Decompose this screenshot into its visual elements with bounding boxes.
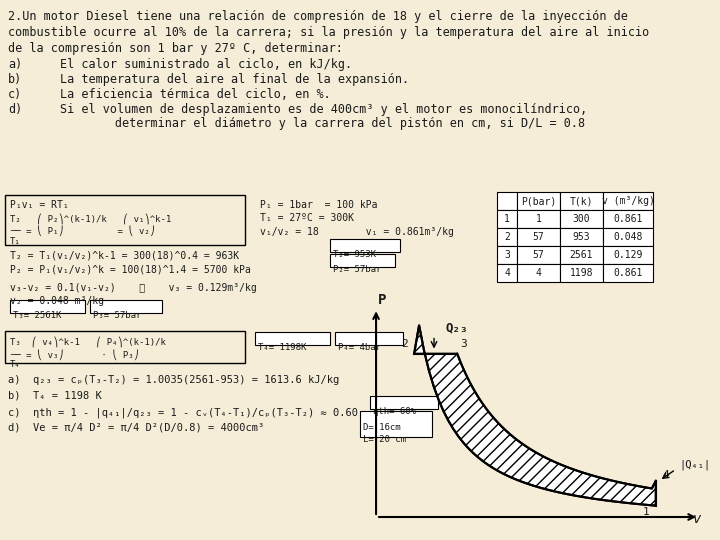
Text: T₃= 2561K: T₃= 2561K [13, 311, 61, 320]
Text: combustible ocurre al 10% de la carrera; si la presión y la temperatura del aire: combustible ocurre al 10% de la carrera;… [8, 26, 649, 39]
Text: 3: 3 [504, 250, 510, 260]
Text: La eficiencia térmica del ciclo, en %.: La eficiencia térmica del ciclo, en %. [60, 88, 330, 101]
Text: T(k): T(k) [570, 196, 593, 206]
Text: 4: 4 [504, 268, 510, 278]
Text: T₁: T₁ [10, 237, 21, 246]
Text: 0.048: 0.048 [613, 232, 643, 242]
Text: 0.861: 0.861 [613, 214, 643, 224]
Text: 1: 1 [536, 214, 541, 224]
Text: 1: 1 [643, 507, 649, 517]
Text: P: P [378, 293, 386, 307]
Text: a): a) [8, 58, 22, 71]
Bar [560, 228, 603, 246]
Bar [517, 192, 560, 210]
Text: P₃= 57bar: P₃= 57bar [93, 311, 141, 320]
Text: 2: 2 [401, 339, 408, 349]
Text: ── = ⎝ v₃⎠       · ⎝ P₃⎠: ── = ⎝ v₃⎠ · ⎝ P₃⎠ [10, 349, 139, 360]
Text: c): c) [8, 88, 22, 101]
Text: T₂   ⎛ P₂⎞^(k-1)/k   ⎛ v₁⎞^k-1: T₂ ⎛ P₂⎞^(k-1)/k ⎛ v₁⎞^k-1 [10, 213, 171, 224]
Bar [603, 246, 653, 264]
Text: T₄= 1198K: T₄= 1198K [258, 343, 307, 352]
Text: 953: 953 [572, 232, 590, 242]
Bar [560, 264, 603, 282]
Bar [10, 300, 85, 313]
Bar [335, 332, 403, 345]
Text: 0.129: 0.129 [613, 250, 643, 260]
Text: 57: 57 [533, 232, 544, 242]
Text: L= 20 cm: L= 20 cm [363, 435, 406, 444]
Bar [603, 264, 653, 282]
Bar [517, 246, 560, 264]
Text: b): b) [8, 73, 22, 86]
Text: v (m³/kg): v (m³/kg) [602, 196, 654, 206]
Bar [517, 228, 560, 246]
Bar [560, 192, 603, 210]
Text: ── = ⎝ P₁⎠          = ⎝ v₂⎠: ── = ⎝ P₁⎠ = ⎝ v₂⎠ [10, 225, 155, 235]
Text: v₁/v₂ = 18        v₁ = 0.861m³/kg: v₁/v₂ = 18 v₁ = 0.861m³/kg [260, 227, 454, 237]
Bar [603, 228, 653, 246]
Bar [90, 300, 162, 313]
Bar [5, 195, 245, 245]
Text: T₃  ⎛ v₄⎞^k-1   ⎛ P₄⎞^(k-1)/k: T₃ ⎛ v₄⎞^k-1 ⎛ P₄⎞^(k-1)/k [10, 336, 166, 347]
Text: 0.861: 0.861 [613, 268, 643, 278]
Text: La temperatura del aire al final de la expansión.: La temperatura del aire al final de la e… [60, 73, 409, 86]
Text: ηth= 60%: ηth= 60% [373, 407, 416, 416]
Text: 4: 4 [662, 470, 669, 481]
Bar [370, 396, 438, 409]
Text: v: v [693, 512, 701, 525]
Bar [497, 246, 517, 264]
Text: Q₂₃: Q₂₃ [446, 321, 469, 334]
Text: 1: 1 [504, 214, 510, 224]
Text: a)  q₂₃ = cₚ(T₃-T₂) = 1.0035(2561-953) = 1613.6 kJ/kg: a) q₂₃ = cₚ(T₃-T₂) = 1.0035(2561-953) = … [8, 375, 339, 385]
Text: 2.Un motor Diesel tiene una relación de compresión de 18 y el cierre de la inyec: 2.Un motor Diesel tiene una relación de … [8, 10, 628, 23]
Text: P(bar): P(bar) [521, 196, 556, 206]
Text: v₃-v₂ = 0.1(v₁-v₂)    ⟹    v₃ = 0.129m³/kg: v₃-v₂ = 0.1(v₁-v₂) ⟹ v₃ = 0.129m³/kg [10, 283, 257, 293]
Text: T₄: T₄ [10, 360, 21, 369]
Text: b)  T₄ = 1198 K: b) T₄ = 1198 K [8, 391, 102, 401]
Text: P₄= 4bar: P₄= 4bar [338, 343, 381, 352]
Text: T₂= 953K: T₂= 953K [333, 250, 376, 259]
Bar [517, 264, 560, 282]
Bar [603, 192, 653, 210]
Bar [603, 210, 653, 228]
Text: T₁ = 27ºC = 300K: T₁ = 27ºC = 300K [260, 213, 354, 223]
Text: El calor suministrado al ciclo, en kJ/kg.: El calor suministrado al ciclo, en kJ/kg… [60, 58, 352, 71]
Bar [497, 210, 517, 228]
Text: |Q₄₁|: |Q₄₁| [679, 459, 711, 470]
Bar [560, 246, 603, 264]
Text: de la compresión son 1 bar y 27º C, determinar:: de la compresión son 1 bar y 27º C, dete… [8, 42, 343, 55]
Bar [330, 239, 400, 252]
Text: 4: 4 [536, 268, 541, 278]
Text: 2561: 2561 [570, 250, 593, 260]
Bar [560, 210, 603, 228]
Bar [497, 264, 517, 282]
Text: 3: 3 [461, 339, 467, 349]
Text: c)  ηth = 1 - |q₄₁|/q₂₃ = 1 - cᵥ(T₄-T₁)/cₚ(T₃-T₂) ≈ 0.60: c) ηth = 1 - |q₄₁|/q₂₃ = 1 - cᵥ(T₄-T₁)/c… [8, 407, 358, 417]
Text: P₁ = 1bar  = 100 kPa: P₁ = 1bar = 100 kPa [260, 200, 377, 210]
Text: 57: 57 [533, 250, 544, 260]
Text: 1198: 1198 [570, 268, 593, 278]
Text: 300: 300 [572, 214, 590, 224]
Bar [497, 192, 517, 210]
Text: D= 16cm: D= 16cm [363, 423, 400, 432]
Polygon shape [414, 325, 656, 505]
Bar [517, 210, 560, 228]
Text: determinar el diámetro y la carrera del pistón en cm, si D/L = 0.8: determinar el diámetro y la carrera del … [8, 117, 585, 130]
Bar [497, 228, 517, 246]
Bar [360, 411, 432, 437]
Text: T₂ = T₁(v₁/v₂)^k-1 = 300(18)^0.4 = 963K: T₂ = T₁(v₁/v₂)^k-1 = 300(18)^0.4 = 963K [10, 250, 239, 260]
Bar [5, 331, 245, 363]
Text: d)  Ve = π/4 D² = π/4 D²(D/0.8) = 4000cm³: d) Ve = π/4 D² = π/4 D²(D/0.8) = 4000cm³ [8, 423, 264, 433]
Text: P₂= 57bar: P₂= 57bar [333, 265, 382, 274]
Bar [330, 254, 395, 267]
Text: d): d) [8, 103, 22, 116]
Bar [255, 332, 330, 345]
Text: P₁v₁ = RT₁: P₁v₁ = RT₁ [10, 200, 68, 210]
Text: v₂ = 0.048 m³/kg: v₂ = 0.048 m³/kg [10, 296, 104, 306]
Text: Si el volumen de desplazamiento es de 400cm³ y el motor es monocilíndrico,: Si el volumen de desplazamiento es de 40… [60, 103, 588, 116]
Text: P₂ = P₁(v₁/v₂)^k = 100(18)^1.4 = 5700 kPa: P₂ = P₁(v₁/v₂)^k = 100(18)^1.4 = 5700 kP… [10, 265, 251, 275]
Text: 2: 2 [504, 232, 510, 242]
